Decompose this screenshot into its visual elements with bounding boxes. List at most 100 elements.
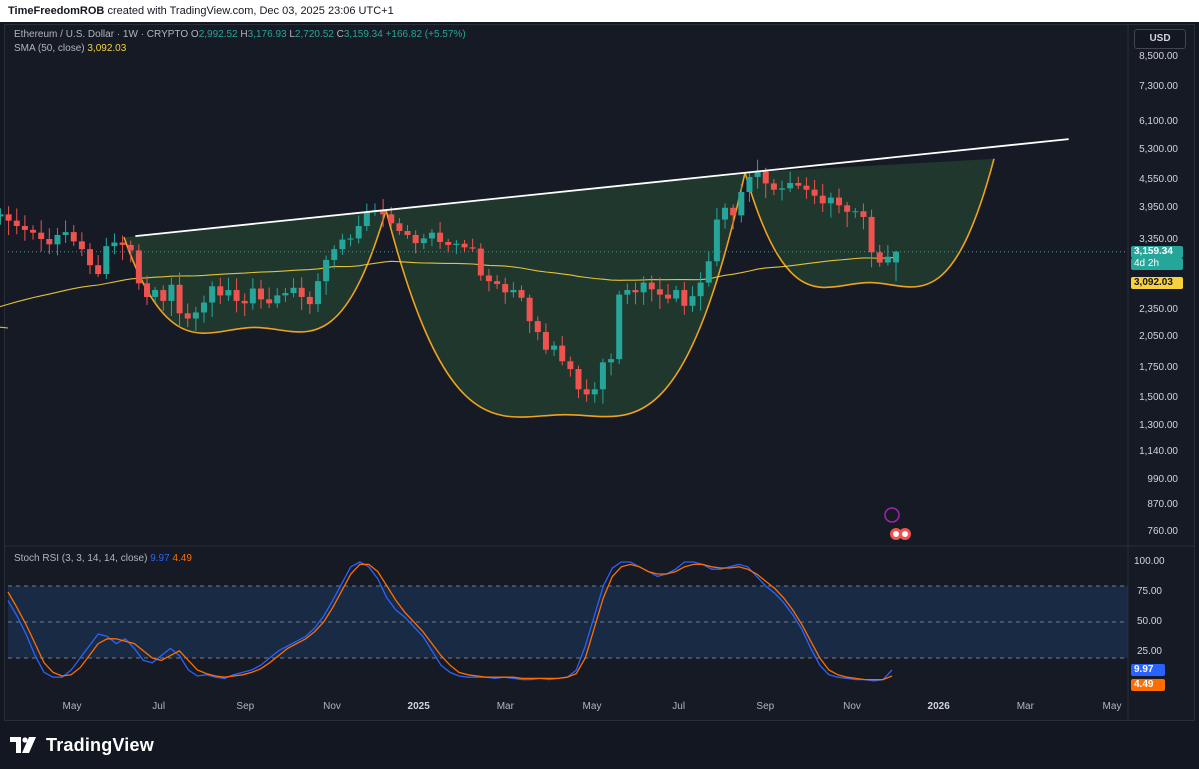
candle-body	[38, 232, 45, 240]
sma-label: SMA (50, close)	[14, 43, 85, 54]
stoch-d-value: 4.49	[172, 553, 192, 564]
candle-body	[445, 241, 452, 245]
tradingview-logo[interactable]: TradingView	[10, 734, 154, 756]
high-label: H	[240, 29, 248, 40]
candle-body	[249, 288, 256, 304]
low-value: 2,720.52	[294, 29, 334, 40]
price-tick-label: 3,350.00	[1139, 234, 1178, 246]
candle-body	[95, 265, 102, 275]
candle-body	[502, 284, 509, 293]
candle-body	[599, 362, 606, 390]
candle-body	[844, 205, 851, 212]
us-flag-icon-center	[902, 531, 908, 537]
candle-body	[176, 284, 183, 314]
candle-body	[559, 345, 566, 362]
stoch-d-tag: 4.49	[1131, 679, 1165, 691]
candle-body	[876, 252, 883, 263]
time-tick-label: Sep	[236, 701, 255, 712]
candle-body	[13, 220, 20, 227]
stoch-k-value: 9.97	[150, 553, 170, 564]
candle-body	[681, 290, 688, 306]
candle-body	[779, 188, 786, 190]
last-price-tag: 3,159.34	[1131, 245, 1183, 258]
candle-body	[461, 243, 468, 248]
candle-body	[314, 281, 321, 305]
main-legend: Ethereum / U.S. Dollar · 1W · CRYPTO O2,…	[14, 29, 466, 40]
candle-body	[893, 251, 899, 263]
candle-body	[852, 211, 859, 213]
candle-body	[477, 248, 484, 276]
candle-body	[290, 287, 297, 294]
candle-body	[0, 214, 4, 217]
time-tick-label: Jul	[152, 701, 166, 712]
price-tick-label: 8,500.00	[1139, 51, 1178, 62]
cup-fill	[124, 210, 386, 334]
stoch-d-line	[7, 563, 893, 681]
brand-name: TradingView	[46, 734, 154, 755]
candle-body	[160, 290, 167, 301]
candle-body	[494, 281, 501, 285]
candle-body	[209, 286, 216, 303]
candle-body	[347, 238, 354, 240]
time-tick-label: Mar	[496, 701, 514, 712]
candle-body	[388, 214, 395, 224]
candle-body	[217, 286, 224, 296]
candle-body	[640, 282, 647, 293]
candle-body	[192, 312, 199, 319]
candle-body	[70, 232, 77, 242]
candle-body	[331, 249, 338, 260]
candle-body	[168, 284, 175, 301]
candle-body	[306, 296, 313, 305]
tradingview-logo-icon	[10, 737, 36, 753]
candle-body	[87, 249, 94, 266]
candle-body	[412, 234, 419, 244]
candle-body	[323, 259, 330, 282]
sma-legend: SMA (50, close) 3,092.03	[14, 43, 126, 54]
price-tick-label: 4,550.00	[1139, 173, 1178, 185]
candle-body	[298, 287, 305, 297]
candle-body	[665, 294, 672, 299]
candle-body	[274, 295, 281, 304]
candle-body	[542, 332, 549, 350]
candle-body	[485, 275, 492, 282]
candle-body	[632, 290, 639, 293]
candle-body	[673, 290, 680, 299]
candle-body	[705, 261, 712, 283]
candle-body	[836, 197, 843, 206]
price-tick-label: 1,140.00	[1139, 446, 1178, 458]
candle-body	[884, 256, 891, 263]
candle-body	[266, 299, 273, 304]
us-flag-icon-center	[893, 531, 899, 537]
candle-body	[144, 283, 151, 297]
candle-body	[103, 246, 110, 275]
currency-button[interactable]: USD	[1134, 29, 1186, 49]
author-name: TimeFreedomROB	[8, 5, 105, 17]
cup-fill	[386, 172, 745, 418]
candle-body	[111, 242, 118, 247]
candle-body	[551, 345, 558, 350]
price-tick-label: 760.00	[1147, 526, 1178, 537]
price-tick-label: 1,500.00	[1139, 392, 1178, 404]
price-tick-label: 2,350.00	[1139, 303, 1178, 315]
symbol-label: Ethereum / U.S. Dollar · 1W · CRYPTO	[14, 29, 189, 40]
time-tick-label: 2026	[927, 701, 950, 712]
low-label: L	[289, 29, 295, 40]
footer	[0, 721, 1199, 769]
time-tick-label: 2025	[407, 701, 430, 712]
high-value: 3,176.93	[247, 29, 287, 40]
candle-body	[21, 226, 28, 230]
price-tick-label: 870.00	[1147, 499, 1178, 511]
candle-body	[803, 185, 810, 190]
change-value: +166.82 (+5.57%)	[385, 29, 466, 40]
candle-body	[62, 232, 69, 235]
candle-body	[241, 300, 248, 304]
stoch-legend: Stoch RSI (3, 3, 14, 14, close) 9.97 4.4…	[14, 553, 192, 564]
candle-body	[233, 290, 240, 301]
candle-body	[184, 313, 191, 319]
stoch-tick-label: 75.00	[1136, 586, 1162, 597]
candle-body	[404, 230, 411, 235]
candle-body	[363, 211, 370, 227]
candle-body	[355, 226, 362, 239]
candle-body	[860, 211, 867, 217]
